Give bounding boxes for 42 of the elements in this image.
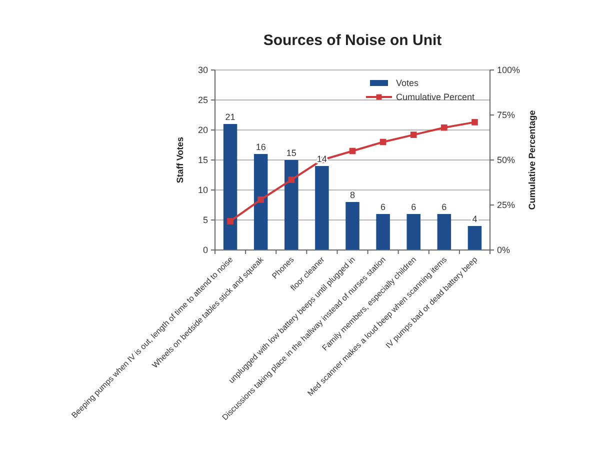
y-tick-label: 25 (198, 95, 208, 106)
bar (223, 124, 238, 250)
point (410, 132, 417, 138)
data-label: 8 (350, 190, 356, 200)
data-label: 6 (380, 202, 386, 212)
data-label: 4 (472, 214, 478, 224)
bar (406, 214, 420, 250)
bar (468, 226, 482, 250)
data-label: 6 (442, 202, 447, 212)
y2-tick-label: 25% (497, 200, 516, 210)
y2-tick-label: 0% (497, 245, 510, 256)
data-label: 6 (411, 202, 416, 212)
data-label: 21 (225, 112, 236, 122)
point (472, 119, 478, 126)
y-tick-label: 5 (202, 215, 208, 226)
chart-title: Sources of Noise on Unit (263, 32, 442, 49)
data-label: 15 (286, 148, 296, 158)
y2-tick-label: 75% (497, 110, 516, 120)
y-tick-label: 10 (198, 185, 208, 196)
point (441, 124, 448, 131)
bar (284, 160, 298, 250)
bar (437, 214, 452, 250)
y-tick-label: 20 (198, 125, 208, 136)
bar (315, 166, 329, 250)
bar (254, 154, 268, 250)
data-label: 16 (256, 142, 266, 152)
point (380, 138, 386, 146)
y-tick-label: 30 (198, 65, 208, 76)
bar (376, 214, 390, 250)
point (227, 218, 234, 224)
y-tick-label: 0 (202, 245, 208, 256)
point (258, 196, 264, 203)
y-tick-label: 15 (198, 155, 208, 166)
legend-label: Votes (396, 78, 420, 88)
y2-tick-label: 50% (497, 155, 516, 166)
y2-axis-title: Cumulative Percentage (527, 110, 537, 210)
legend-label: Cumulative Percent (396, 92, 476, 102)
y2-tick-label: 100% (497, 65, 520, 76)
point (288, 176, 295, 183)
y-axis-title: Staff Votes (175, 136, 185, 184)
point (349, 148, 356, 154)
bar (346, 202, 360, 250)
